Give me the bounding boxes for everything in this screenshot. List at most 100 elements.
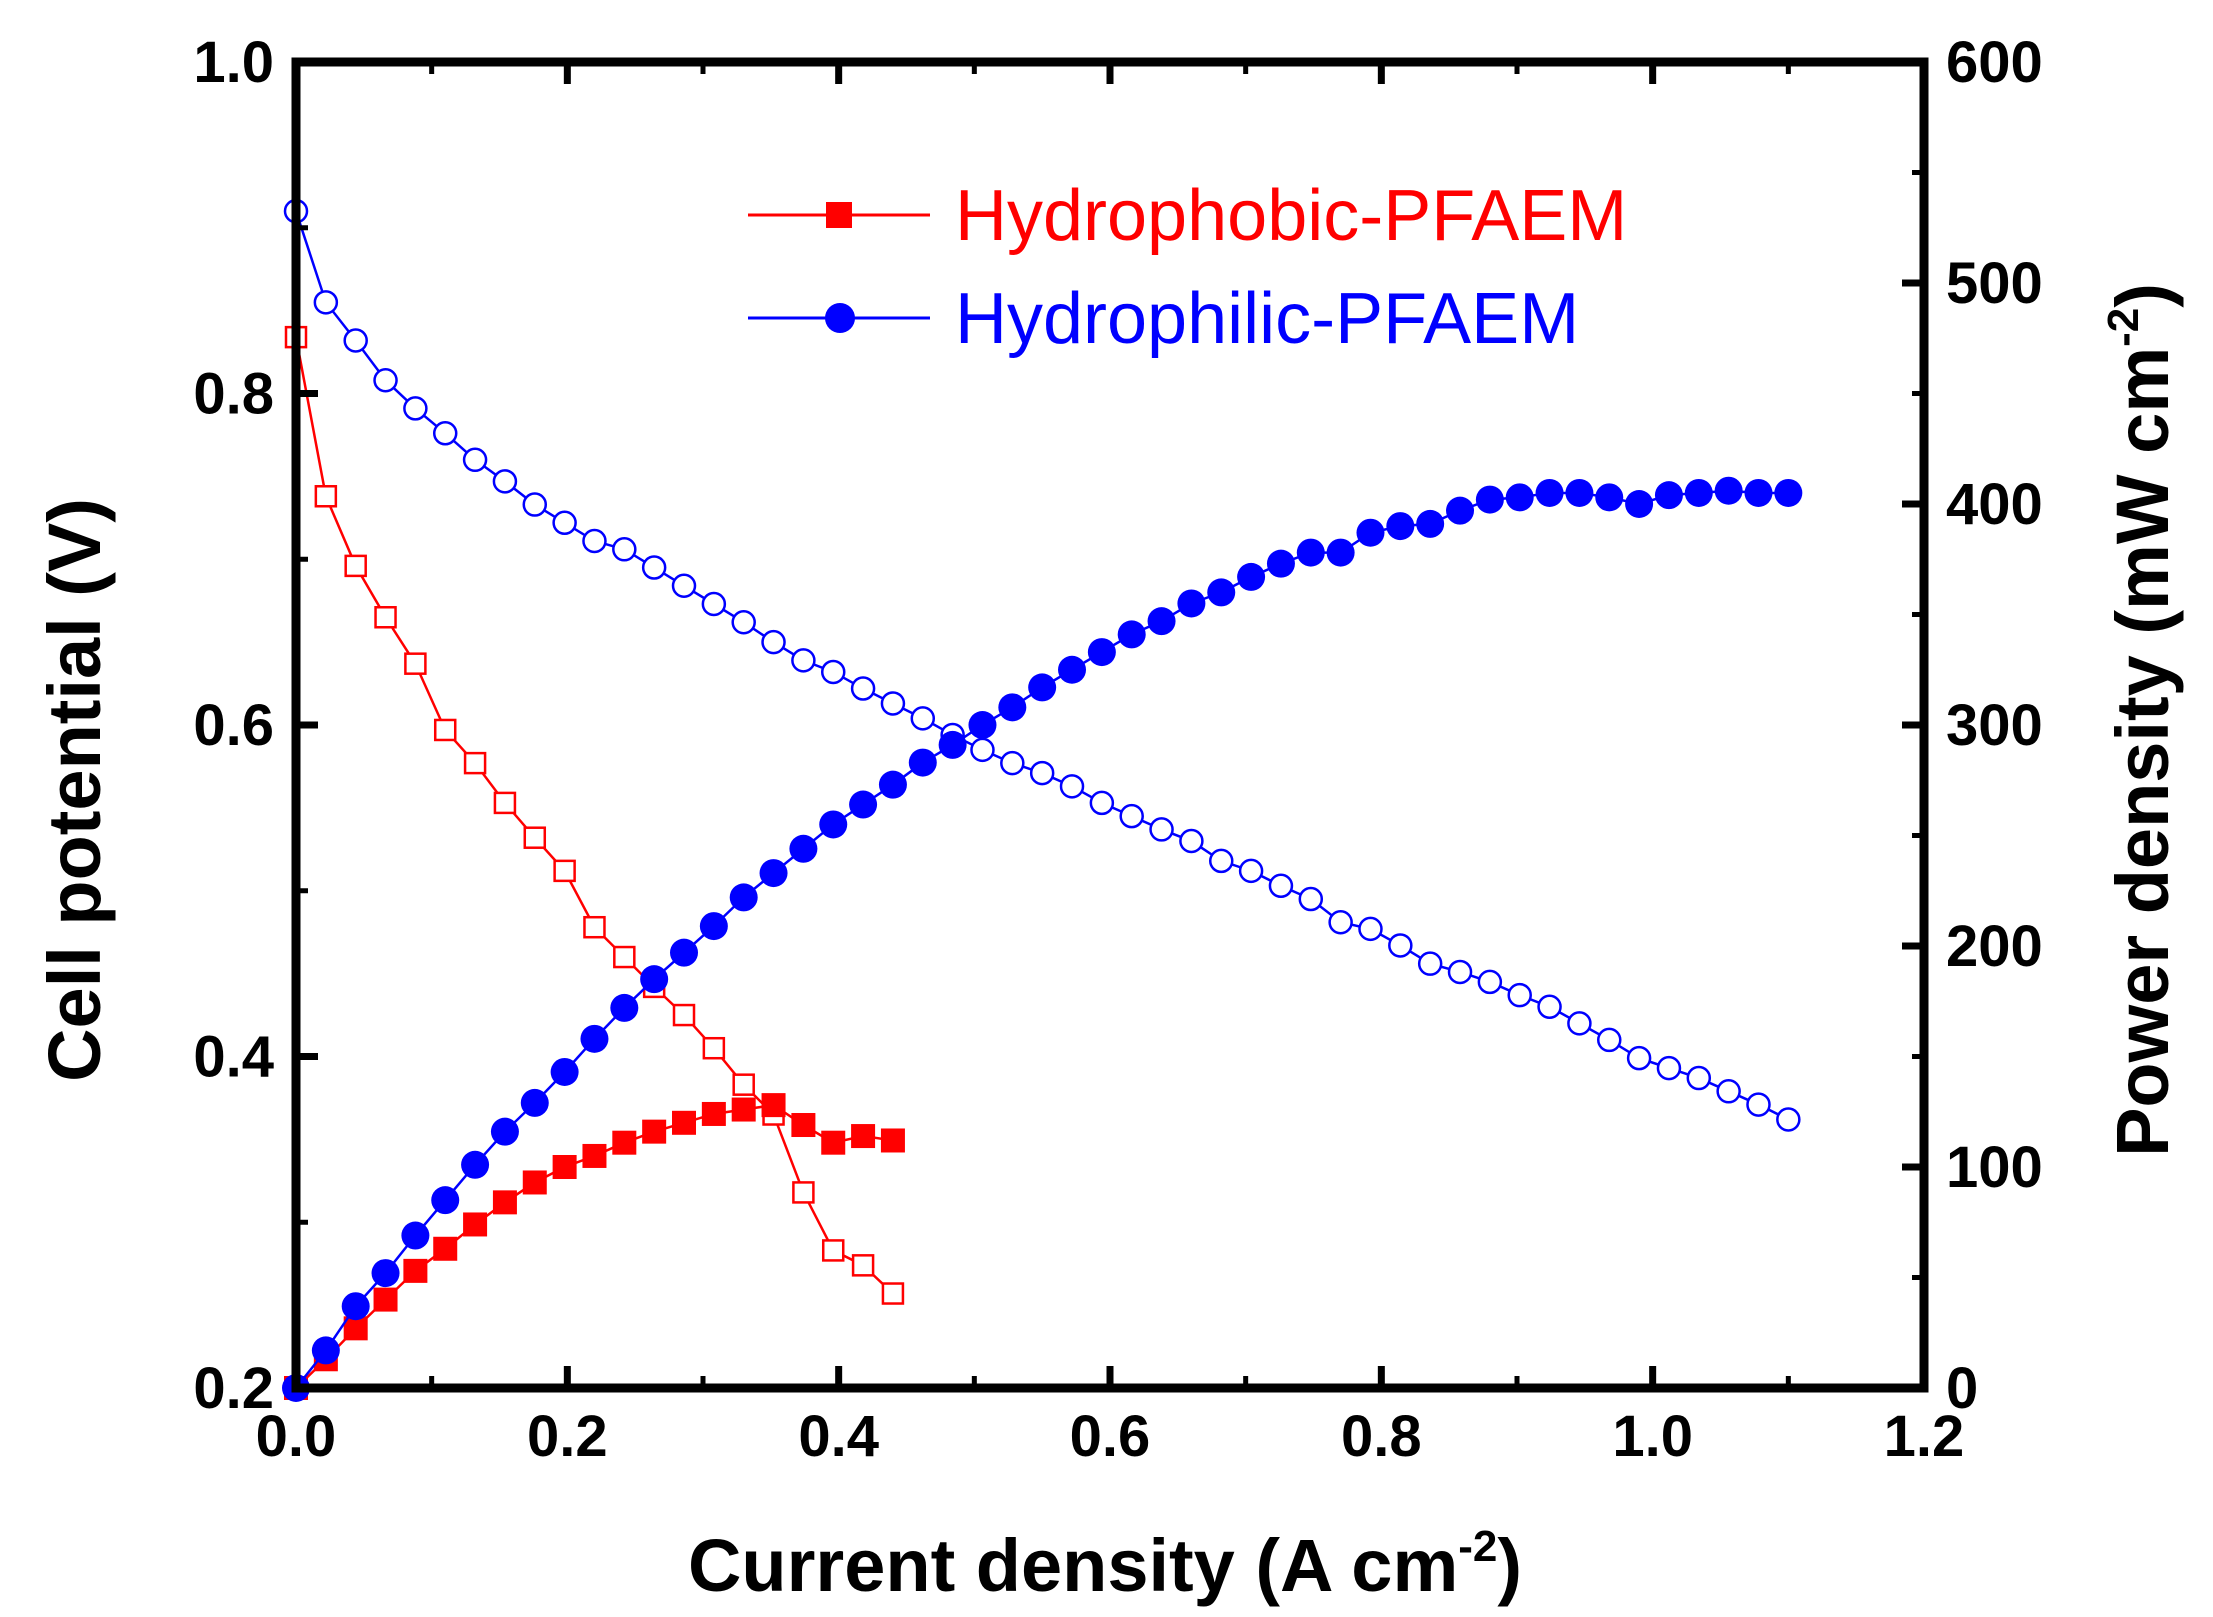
hydrophilic-pfaem-polarization-point — [403, 396, 428, 421]
hydrophobic-pfaem-power-point — [731, 1097, 756, 1122]
hydrophobic-pfaem-power-point — [701, 1101, 726, 1126]
y-right-axis-title-end: ) — [2101, 283, 2184, 308]
hydrophilic-pfaem-polarization-point — [1208, 848, 1234, 874]
x-tick-label: 0.4 — [798, 1404, 879, 1469]
hydrophilic-pfaem-power-point — [1296, 538, 1325, 567]
hydrophobic-pfaem-power-point — [821, 1130, 846, 1155]
hydrophobic-pfaem-polarization-point — [851, 1254, 875, 1277]
hydrophilic-pfaem-polarization-point — [343, 328, 368, 353]
hydrophilic-pfaem-polarization-point — [1268, 873, 1294, 899]
hydrophilic-pfaem-power-point — [1654, 481, 1683, 510]
hydrophilic-pfaem-polarization-point — [1328, 909, 1353, 935]
hydrophilic-pfaem-polarization-point — [313, 290, 339, 315]
hydrophilic-pfaem-power-point — [580, 1024, 609, 1053]
y-left-tick-label: 0.2 — [193, 1356, 274, 1421]
hydrophilic-pfaem-power-point — [968, 711, 997, 739]
hydrophilic-pfaem-polarization-point — [1179, 828, 1204, 854]
x-axis-title: Current density (A cm-2) — [688, 1522, 1522, 1607]
hydrophobic-pfaem-power-point — [403, 1258, 428, 1283]
hydrophobic-pfaem-polarization-point — [672, 1003, 696, 1027]
x-tick-label: 0.2 — [527, 1404, 608, 1469]
hydrophilic-pfaem-polarization-point — [731, 609, 756, 635]
hydrophilic-pfaem-polarization-point — [582, 528, 607, 554]
hydrophilic-pfaem-power-line — [295, 489, 1789, 1389]
hydrophilic-pfaem-polarization-point — [1447, 959, 1473, 985]
hydrophobic-pfaem-polarization-point — [344, 554, 367, 578]
hydrophilic-pfaem-polarization-point — [1477, 969, 1503, 995]
hydrophobic-pfaem-polarization-point — [613, 945, 636, 969]
hydrophilic-pfaem-polarization-point — [1597, 1027, 1622, 1053]
hydrophilic-pfaem-power-point — [1266, 549, 1295, 578]
y-left-tick-label: 0.4 — [193, 1025, 274, 1090]
hydrophilic-pfaem-power-point — [1237, 562, 1266, 591]
hydrophilic-pfaem-power-point — [1625, 490, 1654, 518]
hydrophilic-pfaem-polarization-point — [761, 629, 786, 655]
hydrophilic-pfaem-polarization-point — [552, 510, 577, 536]
hydrophilic-pfaem-power-point — [1087, 638, 1116, 667]
hydrophilic-pfaem-power-point — [1147, 607, 1176, 636]
hydrophilic-pfaem-polarization-point — [791, 648, 816, 673]
hydrophobic-pfaem-polarization-point — [463, 751, 487, 775]
y-right-tick-label: 200 — [1946, 914, 2043, 979]
hydrophilic-pfaem-polarization-point — [1298, 886, 1324, 912]
y-right-tick-label: 0 — [1946, 1356, 1978, 1421]
hydrophobic-pfaem-power-point — [761, 1093, 786, 1118]
hydrophilic-pfaem-power-point — [1535, 478, 1564, 507]
hydrophobic-pfaem-polarization-point — [374, 606, 397, 629]
hydrophilic-pfaem-power-point — [938, 730, 967, 759]
hydrophobic-pfaem-power-point — [672, 1110, 697, 1135]
hydrophilic-pfaem-polarization-point — [1746, 1092, 1771, 1117]
legend: Hydrophobic-PFAEM Hydrophilic-PFAEM — [748, 176, 1627, 359]
hydrophilic-pfaem-power-point — [520, 1088, 549, 1117]
y-left-tick-label: 1.0 — [193, 30, 274, 95]
series-layer — [282, 198, 1803, 1402]
hydrophobic-pfaem-power-point — [343, 1316, 368, 1341]
hydrophilic-pfaem-power-point — [1058, 655, 1087, 684]
y-right-tick-label: 300 — [1946, 693, 2043, 758]
hydrophobic-pfaem-power-point — [522, 1170, 547, 1195]
hydrophilic-pfaem-polarization-point — [701, 591, 727, 617]
hydrophilic-pfaem-polarization-point — [1029, 760, 1055, 786]
labels-layer: 0.0 0.2 0.4 0.6 0.8 1.0 1.20.20.40.60.81.00100… — [193, 30, 2042, 1469]
hydrophilic-pfaem-power-point — [401, 1221, 430, 1250]
hydrophilic-pfaem-polarization-point — [910, 706, 936, 731]
hydrophilic-pfaem-power-point — [461, 1150, 490, 1179]
hydrophilic-pfaem-polarization-point — [970, 737, 995, 763]
hydrophilic-pfaem-polarization-point — [1119, 803, 1144, 829]
hydrophilic-pfaem-polarization-point — [1089, 790, 1115, 816]
hydrophilic-pfaem-polarization-point — [1417, 951, 1443, 976]
hydrophobic-pfaem-power-point — [492, 1190, 517, 1215]
hydrophilic-pfaem-polarization-point — [1358, 916, 1383, 942]
hydrophilic-pfaem-polarization-point — [1388, 933, 1413, 958]
hydrophobic-pfaem-polarization-point — [314, 485, 338, 508]
hydrophobic-pfaem-polarization-point — [792, 1181, 815, 1204]
hydrophobic-pfaem-power-point — [463, 1212, 488, 1237]
y-left-axis-title: Cell potential (V) — [33, 498, 116, 1082]
hydrophilic-pfaem-power-point — [1386, 512, 1415, 541]
hydrophilic-pfaem-power-point — [1416, 509, 1445, 538]
hydrophilic-pfaem-power-point — [670, 938, 699, 967]
hydrophobic-pfaem-polarization-point — [523, 826, 547, 849]
x-axis-title-end: ) — [1497, 1524, 1522, 1607]
hydrophobic-pfaem-polarization-point — [732, 1073, 755, 1096]
hydrophilic-pfaem-power-point — [759, 859, 788, 888]
hydrophilic-pfaem-power-point — [1028, 673, 1057, 702]
hydrophilic-pfaem-polarization-point — [1059, 774, 1085, 799]
hydrophobic-pfaem-polarization-point — [583, 915, 606, 939]
y-left-tick-label: 0.8 — [193, 362, 274, 427]
y-right-tick-label: 600 — [1946, 30, 2043, 95]
hydrophobic-pfaem-power-point — [582, 1143, 607, 1168]
hydrophilic-pfaem-polarization-point — [1656, 1055, 1682, 1081]
y-right-tick-label: 400 — [1946, 472, 2043, 537]
hydrophilic-pfaem-polarization-point — [1776, 1107, 1801, 1132]
hydrophobic-pfaem-power-point — [373, 1287, 398, 1312]
legend-marker-hydrophilic — [825, 303, 855, 333]
hydrophilic-pfaem-power-point — [371, 1259, 400, 1288]
hydrophilic-pfaem-power-point — [1356, 518, 1385, 547]
hydrophobic-pfaem-polarization-point — [881, 1282, 905, 1305]
hydrophilic-pfaem-polarization-point — [522, 492, 548, 517]
hydrophobic-pfaem-polarization-point — [553, 859, 576, 883]
hydrophilic-pfaem-power-point — [1207, 578, 1236, 607]
y-right-axis-title-main: Power density (mW cm — [2101, 347, 2184, 1157]
hydrophilic-pfaem-polarization-point — [1238, 858, 1264, 884]
